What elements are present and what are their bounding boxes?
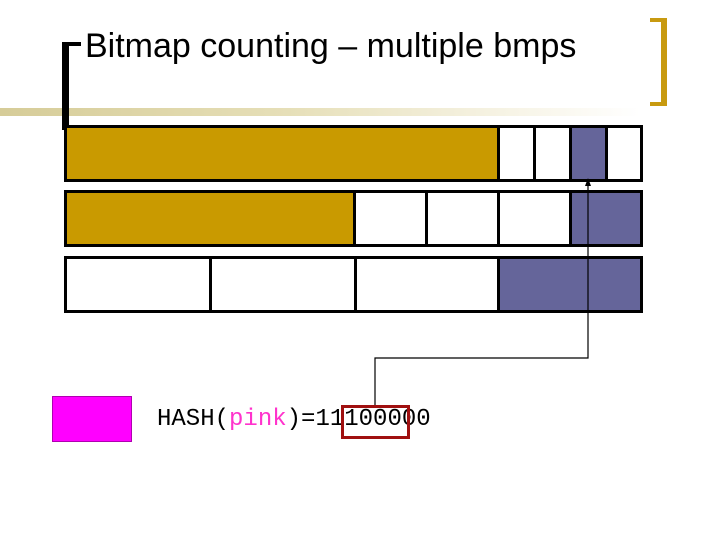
right-bracket-top-decoration: [650, 18, 667, 22]
bitmap-1-cell: [533, 125, 572, 182]
hash-bits-highlighted: 111: [315, 406, 359, 433]
title-underline-band: [0, 108, 640, 116]
bitmap-3-cell: [354, 256, 500, 313]
right-bracket-bottom-decoration: [650, 102, 667, 106]
hash-bits-highlight-box: [341, 405, 410, 439]
right-bracket-decoration: [661, 18, 667, 106]
bitmap-1-filled-segment: [64, 125, 500, 182]
bitmap-2-cell: [353, 190, 428, 247]
hash-argument: pink: [229, 406, 287, 433]
connector-line: [374, 184, 589, 408]
left-bracket-decoration: [62, 42, 69, 130]
hash-bits-rest: 00000: [358, 406, 431, 433]
bitmap-1-cell: [605, 125, 643, 182]
bitmap-3-hit-cell: [497, 256, 643, 313]
hash-prefix: HASH(: [157, 406, 230, 433]
slide-title: Bitmap counting – multiple bmps: [85, 27, 577, 65]
bitmap-2-hit-cell: [569, 190, 643, 247]
left-bracket-top-decoration: [62, 42, 81, 46]
bitmap-3-cell: [64, 256, 212, 313]
hash-expression: HASH(pink)=11100000: [157, 405, 431, 435]
connector-arrowhead: [585, 178, 591, 186]
pink-item-box: [52, 396, 132, 442]
hash-suffix: )=: [286, 406, 316, 433]
